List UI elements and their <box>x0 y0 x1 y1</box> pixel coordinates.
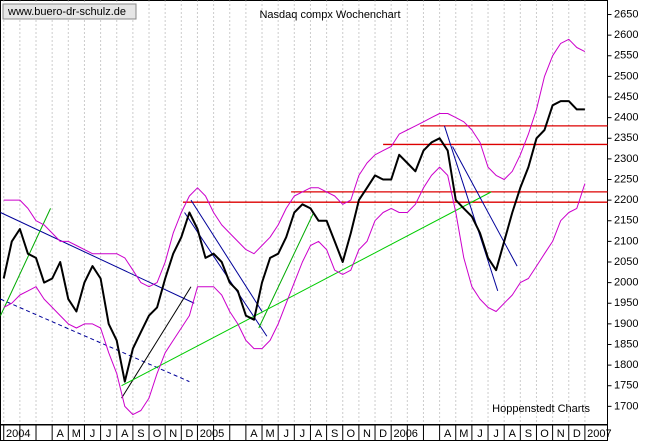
x-tick-label: M <box>459 428 468 440</box>
x-tick-label: A <box>509 428 517 440</box>
x-tick-label: M <box>72 428 81 440</box>
series-line <box>2 100 585 383</box>
y-tick-label: 2250 <box>614 173 638 185</box>
x-tick-label: J <box>493 428 499 440</box>
x-tick-label: N <box>363 428 371 440</box>
x-tick-label: A <box>315 428 323 440</box>
y-tick-label: 2150 <box>614 215 638 227</box>
x-tick-label: O <box>540 428 549 440</box>
x-tick-label: S <box>331 428 338 440</box>
y-tick-label: 2550 <box>614 50 638 62</box>
y-tick-label: 1950 <box>614 297 638 309</box>
x-tick-label: S <box>137 428 144 440</box>
y-tick-label: 2600 <box>614 29 638 41</box>
trend-line <box>0 208 51 316</box>
watermark: www.buero-dr-schulz.de <box>7 6 126 18</box>
y-tick-label: 2000 <box>614 277 638 289</box>
x-tick-label: S <box>525 428 532 440</box>
x-tick-label: J <box>106 428 112 440</box>
x-tick-label: D <box>379 428 387 440</box>
x-tick-label: D <box>573 428 581 440</box>
x-tick-label: N <box>557 428 565 440</box>
y-tick-label: 1900 <box>614 318 638 330</box>
trend-line <box>0 298 190 383</box>
x-tick-label: A <box>57 428 65 440</box>
y-tick-label: 2050 <box>614 256 638 268</box>
trend-line <box>452 146 518 267</box>
source-note: Hoppenstedt Charts <box>492 403 590 415</box>
x-tick-label: A <box>250 428 258 440</box>
y-tick-label: 1850 <box>614 338 638 350</box>
x-tick-label: O <box>347 428 356 440</box>
x-tick-label: J <box>477 428 483 440</box>
x-tick-label: O <box>153 428 162 440</box>
x-tick-label: J <box>283 428 289 440</box>
y-tick-label: 2350 <box>614 132 638 144</box>
series-line <box>3 166 586 416</box>
y-tick-label: 2500 <box>614 70 638 82</box>
x-tick-label: A <box>121 428 129 440</box>
chart-title: Nasdaq compx Wochenchart <box>259 9 400 21</box>
x-tick-label: 2004 <box>6 428 30 440</box>
plot-frame <box>0 0 608 425</box>
y-tick-label: 2300 <box>614 153 638 165</box>
trend-line <box>190 199 263 312</box>
y-tick-label: 1800 <box>614 359 638 371</box>
y-tick-label: 1750 <box>614 380 638 392</box>
y-tick-label: 2650 <box>614 8 638 20</box>
trend-line <box>443 125 499 292</box>
x-tick-label: 2006 <box>393 428 417 440</box>
x-tick-label: A <box>444 428 452 440</box>
x-tick-label: D <box>185 428 193 440</box>
y-tick-label: 1700 <box>614 400 638 412</box>
x-tick-label: M <box>266 428 275 440</box>
series-line <box>3 38 586 288</box>
x-tick-label: N <box>169 428 177 440</box>
trend-line <box>121 191 492 387</box>
x-tick-label: 2007 <box>587 428 611 440</box>
y-tick-label: 2400 <box>614 112 638 124</box>
y-tick-label: 2450 <box>614 91 638 103</box>
x-tick-label: J <box>300 428 306 440</box>
y-tick-label: 2100 <box>614 235 638 247</box>
watermark-box <box>2 3 137 20</box>
x-tick-label: J <box>90 428 96 440</box>
x-tick-label: 2005 <box>200 428 224 440</box>
y-tick-label: 2200 <box>614 194 638 206</box>
